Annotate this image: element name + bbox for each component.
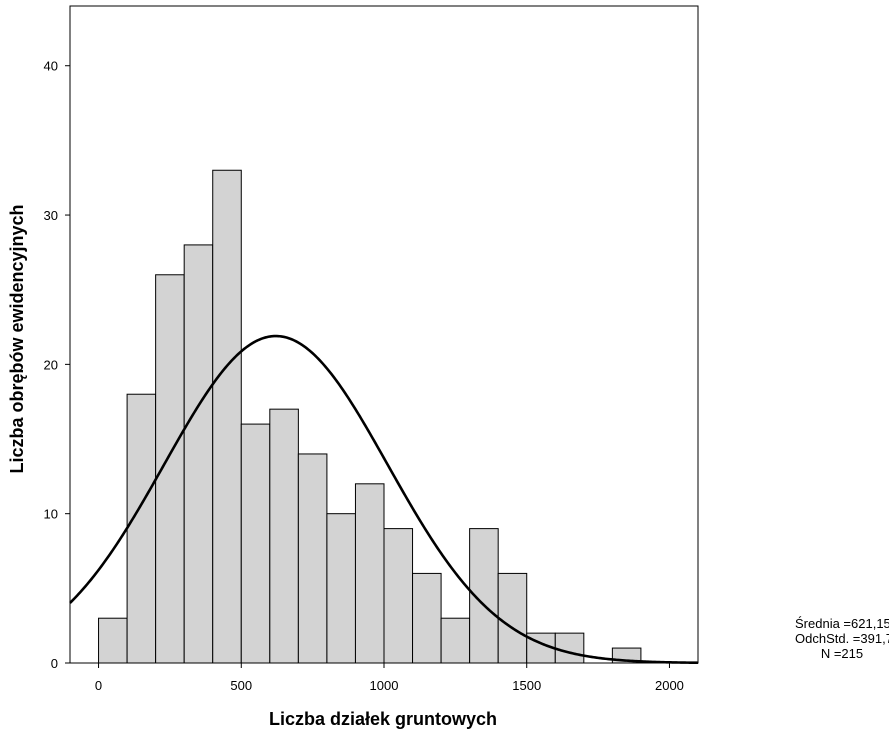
histogram-bar <box>98 617 128 664</box>
y-axis-ticks: 0 10 20 30 40 <box>44 59 70 671</box>
x-tick-label: 1000 <box>370 678 399 693</box>
normal-curve <box>69 334 699 665</box>
histogram-bar <box>240 423 271 664</box>
y-tick-label: 30 <box>44 208 58 223</box>
x-axis-ticks: 0 500 1000 1500 2000 <box>95 663 684 693</box>
bars-group <box>98 169 642 664</box>
histogram-bar <box>354 483 385 664</box>
n-stat: N =215 <box>820 646 864 661</box>
mean-stat: Średnia =621,15 <box>795 616 889 631</box>
y-tick-label: 40 <box>44 59 58 74</box>
histogram-bar <box>212 169 242 664</box>
histogram-bar <box>554 632 585 664</box>
histogram-bar <box>155 274 185 664</box>
histogram-bar <box>497 572 528 664</box>
x-axis-title: Liczba działek gruntowych <box>269 709 497 729</box>
histogram-bar <box>440 617 471 664</box>
stats-box: Średnia =621,15 OdchStd. =391,73 N =215 <box>795 616 889 661</box>
y-tick-label: 0 <box>51 656 58 671</box>
y-tick-label: 20 <box>44 357 58 372</box>
x-tick-label: 1500 <box>512 678 541 693</box>
histogram-bar <box>183 244 214 664</box>
y-axis-title: Liczba obrębów ewidencyjnych <box>7 204 27 473</box>
histogram-bar <box>126 393 157 664</box>
histogram-bar <box>412 572 442 664</box>
x-tick-label: 2000 <box>655 678 684 693</box>
histogram-bar <box>269 408 299 664</box>
x-tick-label: 500 <box>230 678 252 693</box>
histogram-bar <box>383 528 414 664</box>
x-tick-label: 0 <box>95 678 102 693</box>
histogram-bar <box>326 513 356 664</box>
std-stat: OdchStd. =391,73 <box>795 631 889 646</box>
histogram-bar <box>297 453 328 664</box>
y-tick-label: 10 <box>44 507 58 522</box>
